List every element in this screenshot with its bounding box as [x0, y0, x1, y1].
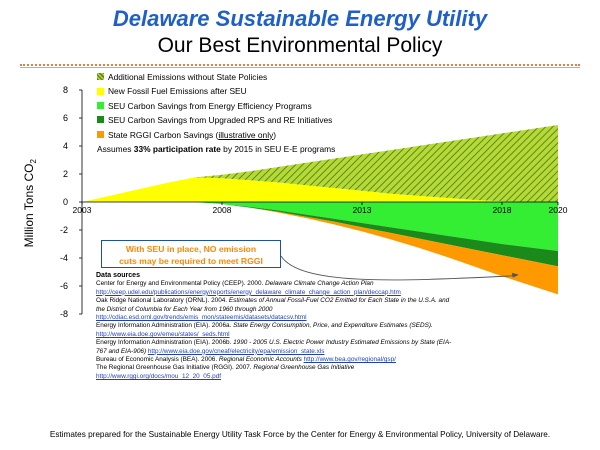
legend-item-energy-efficiency: SEU Carbon Savings from Energy Efficienc…: [97, 99, 335, 113]
x-tick-label: 2008: [213, 205, 232, 215]
y-tick-label: -2: [60, 225, 68, 235]
legend-item-rggi: State RGGI Carbon Savings (illustrative …: [97, 128, 335, 142]
y-tick-label: 2: [63, 169, 68, 179]
source-line: http://www.rggi.org/docs/mou_12_20_05.pd…: [96, 373, 586, 381]
y-tick-label: -6: [60, 281, 68, 291]
legend-swatch-light-green: [97, 102, 104, 110]
source-line: http://ceep.udel.edu/publications/energy…: [96, 289, 586, 297]
title-divider: [20, 64, 580, 66]
legend-item-new-fossil: New Fossil Fuel Emissions after SEU: [97, 84, 335, 98]
chart-legend: Additional Emissions without State Polic…: [97, 70, 335, 156]
series-area-0: [82, 177, 558, 202]
source-link[interactable]: http://cdiac.esd.ornl.gov/trends/emis_mo…: [96, 314, 307, 322]
legend-swatch-hatched: [97, 73, 104, 81]
series-area-4: [82, 202, 558, 295]
chart-areas: [82, 125, 558, 295]
series-area-2: [82, 202, 558, 251]
slide-title: Delaware Sustainable Energy Utility: [112, 6, 488, 31]
y-tick-label: 8: [63, 85, 68, 95]
x-tick-label: 2018: [493, 205, 512, 215]
legend-item-rps-re: SEU Carbon Savings from Upgraded RPS and…: [97, 113, 335, 127]
data-sources: Data sources Center for Energy and Envir…: [96, 272, 586, 381]
source-line: The Regional Greenhouse Gas Initiative (…: [96, 364, 355, 372]
source-line: http://cdiac.esd.ornl.gov/trends/emis_mo…: [96, 314, 586, 322]
source-line: Center for Energy and Environmental Poli…: [96, 280, 374, 288]
y-tick-label: 4: [63, 141, 68, 151]
title-divider-line: [20, 67, 580, 68]
data-sources-list: Center for Energy and Environmental Poli…: [96, 280, 586, 381]
legend-assumption-note: Assumes 33% participation rate by 2015 i…: [97, 143, 336, 154]
slide-subtitle: Our Best Environmental Policy: [157, 34, 443, 57]
legend-swatch-orange: [97, 130, 104, 138]
legend-swatch-dark-green: [97, 116, 104, 124]
series-area-1: [82, 125, 558, 202]
source-line: Energy Information Administration (EIA).…: [96, 339, 452, 347]
y-tick-label: 0: [63, 197, 68, 207]
source-link[interactable]: http://ceep.udel.edu/publications/energy…: [96, 288, 401, 296]
y-tick-label: -8: [60, 309, 68, 319]
legend-swatch-yellow: [97, 87, 104, 95]
source-line: Bureau of Economic Analysis (BEA). 2006.…: [96, 356, 396, 364]
callout-arrow: [280, 255, 513, 281]
source-link[interactable]: http://www.eia.doe.gov/emeu/states/_seds…: [96, 330, 230, 338]
source-link[interactable]: http://www.rggi.org/docs/mou_12_20_05.pd…: [96, 372, 222, 380]
y-tick-label: -4: [60, 253, 68, 263]
legend-item-additional-emissions: Additional Emissions without State Polic…: [97, 70, 335, 84]
source-link[interactable]: http://www.bea.gov/regional/gsp/: [303, 356, 396, 364]
y-tick-label: 6: [63, 113, 68, 123]
source-link[interactable]: http://www.eia.doe.gov/cneaf/electricity…: [147, 347, 325, 355]
footer-note: Estimates prepared for the Sustainable E…: [49, 430, 551, 439]
source-line: the District of Columbia for Each Year f…: [96, 305, 273, 313]
chart-axes: 8 6 4 2 0 -2 -4 -6 -8 2003 2008 2013 2018 2020: [60, 85, 568, 319]
x-tick-label: 2013: [353, 205, 372, 215]
source-line: 767 and EIA-906) http://www.eia.doe.gov/…: [96, 347, 325, 355]
source-line: http://www.eia.doe.gov/emeu/states/_seds…: [96, 331, 586, 339]
x-tick-label: 2003: [73, 205, 92, 215]
callout-arrow-head: [511, 272, 519, 278]
data-sources-header: Data sources: [96, 272, 140, 279]
rggi-callout: With SEU in place, NO emission cuts may …: [101, 240, 281, 268]
source-line: Oak Ridge National Laboratory (ORNL). 20…: [96, 297, 450, 305]
source-line: Energy Information Administration (EIA).…: [96, 322, 433, 330]
x-tick-label: 2020: [549, 205, 568, 215]
